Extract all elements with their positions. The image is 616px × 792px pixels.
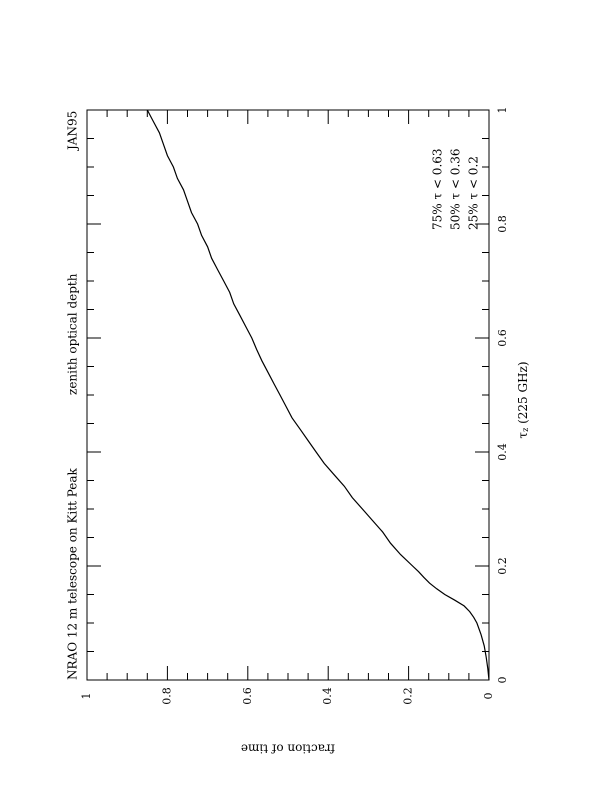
chart-title: NRAO 12 m telescope on Kitt Peak [66,467,80,680]
x-tick-label: 0.4 [496,443,509,461]
plot-frame [86,109,490,681]
x-tick-label: 0.8 [496,215,509,233]
x-axis-label: τz (225 GHz) [516,361,531,438]
annotation-2: 50% τ < 0.36 [449,148,463,230]
y-axis-label: fraction of time [241,742,335,756]
x-tick-label: 0 [496,677,509,684]
labels: 0 0.2 0.4 0.6 0.8 1 0 0.2 0.4 0.6 0.8 1 τz (225 GHz)… [66,107,531,756]
y-tick-label: 0.6 [241,687,254,705]
plot-area [86,109,490,681]
y-tick-label: 0 [482,693,495,700]
x-tick-label: 1 [496,107,509,114]
series-line [146,109,490,681]
chart-subtitle: zenith optical depth [66,273,80,395]
y-tick-label: 1 [80,693,93,700]
chart-tag: JAN95 [66,111,80,152]
ticks [86,109,490,681]
x-tick-label: 0.6 [496,329,509,347]
annotation-1: 75% τ < 0.63 [431,148,445,230]
y-tick-label: 0.2 [402,687,415,705]
y-tick-label: 0.4 [321,687,334,705]
y-tick-label: 0.8 [160,687,173,705]
annotation-3: 25% τ < 0.2 [467,156,481,230]
x-tick-label: 0.2 [496,557,509,575]
